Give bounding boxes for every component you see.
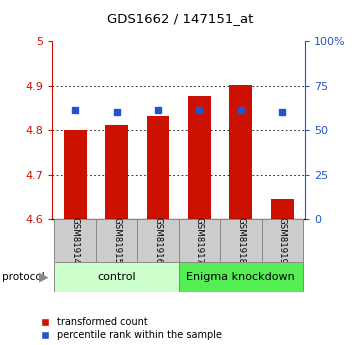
FancyBboxPatch shape — [55, 219, 96, 262]
Text: ▶: ▶ — [39, 270, 49, 284]
Bar — [105, 125, 128, 219]
Text: GSM81919: GSM81919 — [278, 217, 287, 264]
Bar — [64, 130, 87, 219]
Text: GSM81916: GSM81916 — [153, 217, 162, 264]
FancyBboxPatch shape — [179, 219, 220, 262]
FancyBboxPatch shape — [55, 262, 179, 292]
Text: GSM81915: GSM81915 — [112, 217, 121, 264]
Text: GSM81917: GSM81917 — [195, 217, 204, 264]
Text: protocol: protocol — [2, 272, 44, 282]
Text: GSM81918: GSM81918 — [236, 217, 245, 264]
Text: Enigma knockdown: Enigma knockdown — [187, 272, 295, 282]
Bar — [188, 97, 211, 219]
Legend: transformed count, percentile rank within the sample: transformed count, percentile rank withi… — [41, 317, 222, 340]
FancyBboxPatch shape — [96, 219, 137, 262]
FancyBboxPatch shape — [179, 262, 303, 292]
FancyBboxPatch shape — [262, 219, 303, 262]
Bar — [147, 116, 169, 219]
FancyBboxPatch shape — [137, 219, 179, 262]
Text: GDS1662 / 147151_at: GDS1662 / 147151_at — [107, 12, 254, 25]
Bar — [271, 199, 293, 219]
Text: control: control — [97, 272, 136, 282]
Bar — [230, 85, 252, 219]
Text: GSM81914: GSM81914 — [71, 217, 80, 264]
FancyBboxPatch shape — [220, 219, 262, 262]
